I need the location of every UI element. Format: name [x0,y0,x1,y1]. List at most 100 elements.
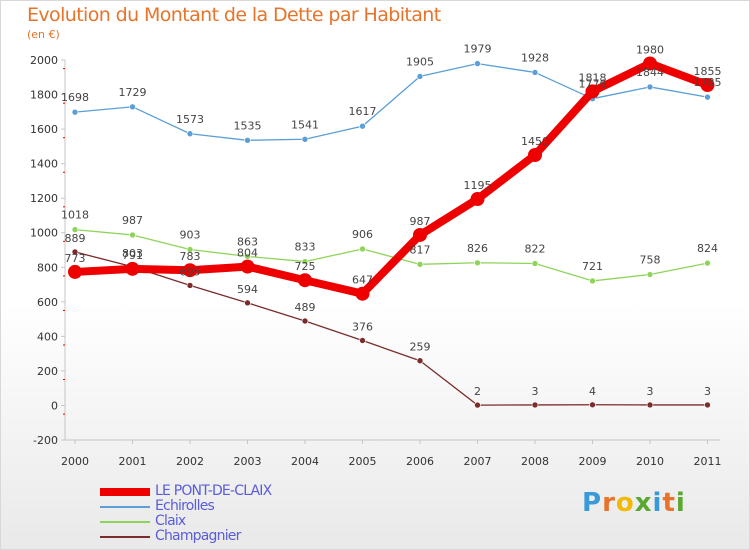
data-point [700,78,715,93]
data-label: 721 [582,260,603,273]
logo-letter: i [675,488,686,518]
data-point [470,192,485,207]
data-point [240,259,255,274]
data-point [416,357,424,365]
data-label: 773 [65,252,86,265]
series-line [74,62,709,141]
y-tick-label: 800 [37,261,58,274]
data-label: 804 [237,247,258,260]
data-label: 863 [237,235,258,248]
data-label: 1450 [521,135,549,148]
x-tick-label: 2008 [521,455,549,468]
y-tick-label: 1000 [30,227,58,240]
data-label: 4 [589,385,596,398]
data-label: 259 [410,341,431,354]
y-tick-label: -200 [33,434,58,447]
data-label: 783 [180,250,201,263]
data-label: 1573 [176,113,204,126]
x-tick-label: 2001 [119,455,147,468]
legend-item: Champagnier [100,529,340,544]
data-label: 695 [180,265,201,278]
data-point [186,246,194,253]
data-point [416,261,424,268]
y-tick-label: 2000 [30,54,58,67]
y-tick-label: 0 [51,399,58,412]
logo-letter: x [634,488,653,518]
data-label: 3 [704,385,711,398]
data-point [301,317,309,325]
data-label: 826 [467,242,488,255]
data-label: 1979 [464,43,492,56]
data-point [71,226,79,233]
proxiti-logo: Proxiti [582,488,686,518]
series-line [74,251,709,406]
data-label: 1541 [291,118,319,131]
data-point [183,263,197,278]
x-tick-label: 2006 [406,455,434,468]
data-label: 2 [474,385,481,398]
data-label: 1844 [636,66,664,79]
data-label: 1855 [694,65,722,78]
data-point [359,337,366,344]
data-point [474,259,481,267]
data-point [129,231,136,239]
data-label: 1818 [579,71,607,84]
data-point [301,135,309,143]
data-point [646,271,654,278]
data-point [646,401,654,409]
data-label: 833 [295,241,316,254]
legend-swatch [100,536,150,538]
data-label: 903 [180,228,201,241]
data-point [244,299,251,307]
data-label: 489 [295,301,316,314]
y-tick-label: 600 [37,296,58,309]
x-tick-label: 2002 [176,455,204,468]
data-label: 906 [352,228,373,241]
data-point [129,103,136,111]
legend-label: LE PONT-DE-CLAIX [155,483,272,499]
data-point [589,401,596,409]
data-label: 647 [352,274,373,287]
data-point [704,93,711,101]
legend-swatch [100,521,150,523]
x-tick-label: 2004 [291,455,319,468]
series-line [71,59,712,298]
data-point [643,56,657,71]
chart-legend: LE PONT-DE-CLAIX Echirolles Claix Champagni… [100,484,340,544]
data-point [646,83,654,91]
data-point [68,264,82,279]
legend-item: LE PONT-DE-CLAIX [100,484,340,499]
x-tick-label: 2003 [234,455,262,468]
chart-subtitle: (en €) [27,28,60,41]
data-point [528,148,542,162]
data-label: 1776 [579,78,607,91]
data-point [359,122,366,130]
data-label: 1018 [61,209,89,222]
legend-label: Champagnier [155,528,241,544]
data-label: 376 [352,321,373,334]
data-label: 758 [640,254,661,267]
legend-swatch [100,506,150,508]
data-point [704,401,711,409]
data-label: 725 [295,260,316,273]
data-point [531,260,539,267]
legend-label: Echirolles [155,498,215,514]
x-tick-label: 2007 [464,455,492,468]
data-point [474,60,481,67]
data-point [301,258,309,265]
y-tick-label: 1800 [30,89,58,102]
data-point [589,277,596,285]
x-tick-label: 2005 [349,455,377,468]
data-point [71,108,79,116]
x-tick-label: 2010 [636,455,664,468]
data-label: 1535 [234,119,262,132]
legend-label: Claix [155,513,186,529]
data-label: 1195 [464,179,492,192]
data-label: 822 [525,242,546,255]
logo-letter: i [652,488,663,518]
data-point [355,286,370,301]
data-label: 803 [122,247,143,260]
x-tick-label: 2009 [579,455,607,468]
data-label: 3 [532,385,539,398]
x-tick-label: 2000 [61,455,89,468]
